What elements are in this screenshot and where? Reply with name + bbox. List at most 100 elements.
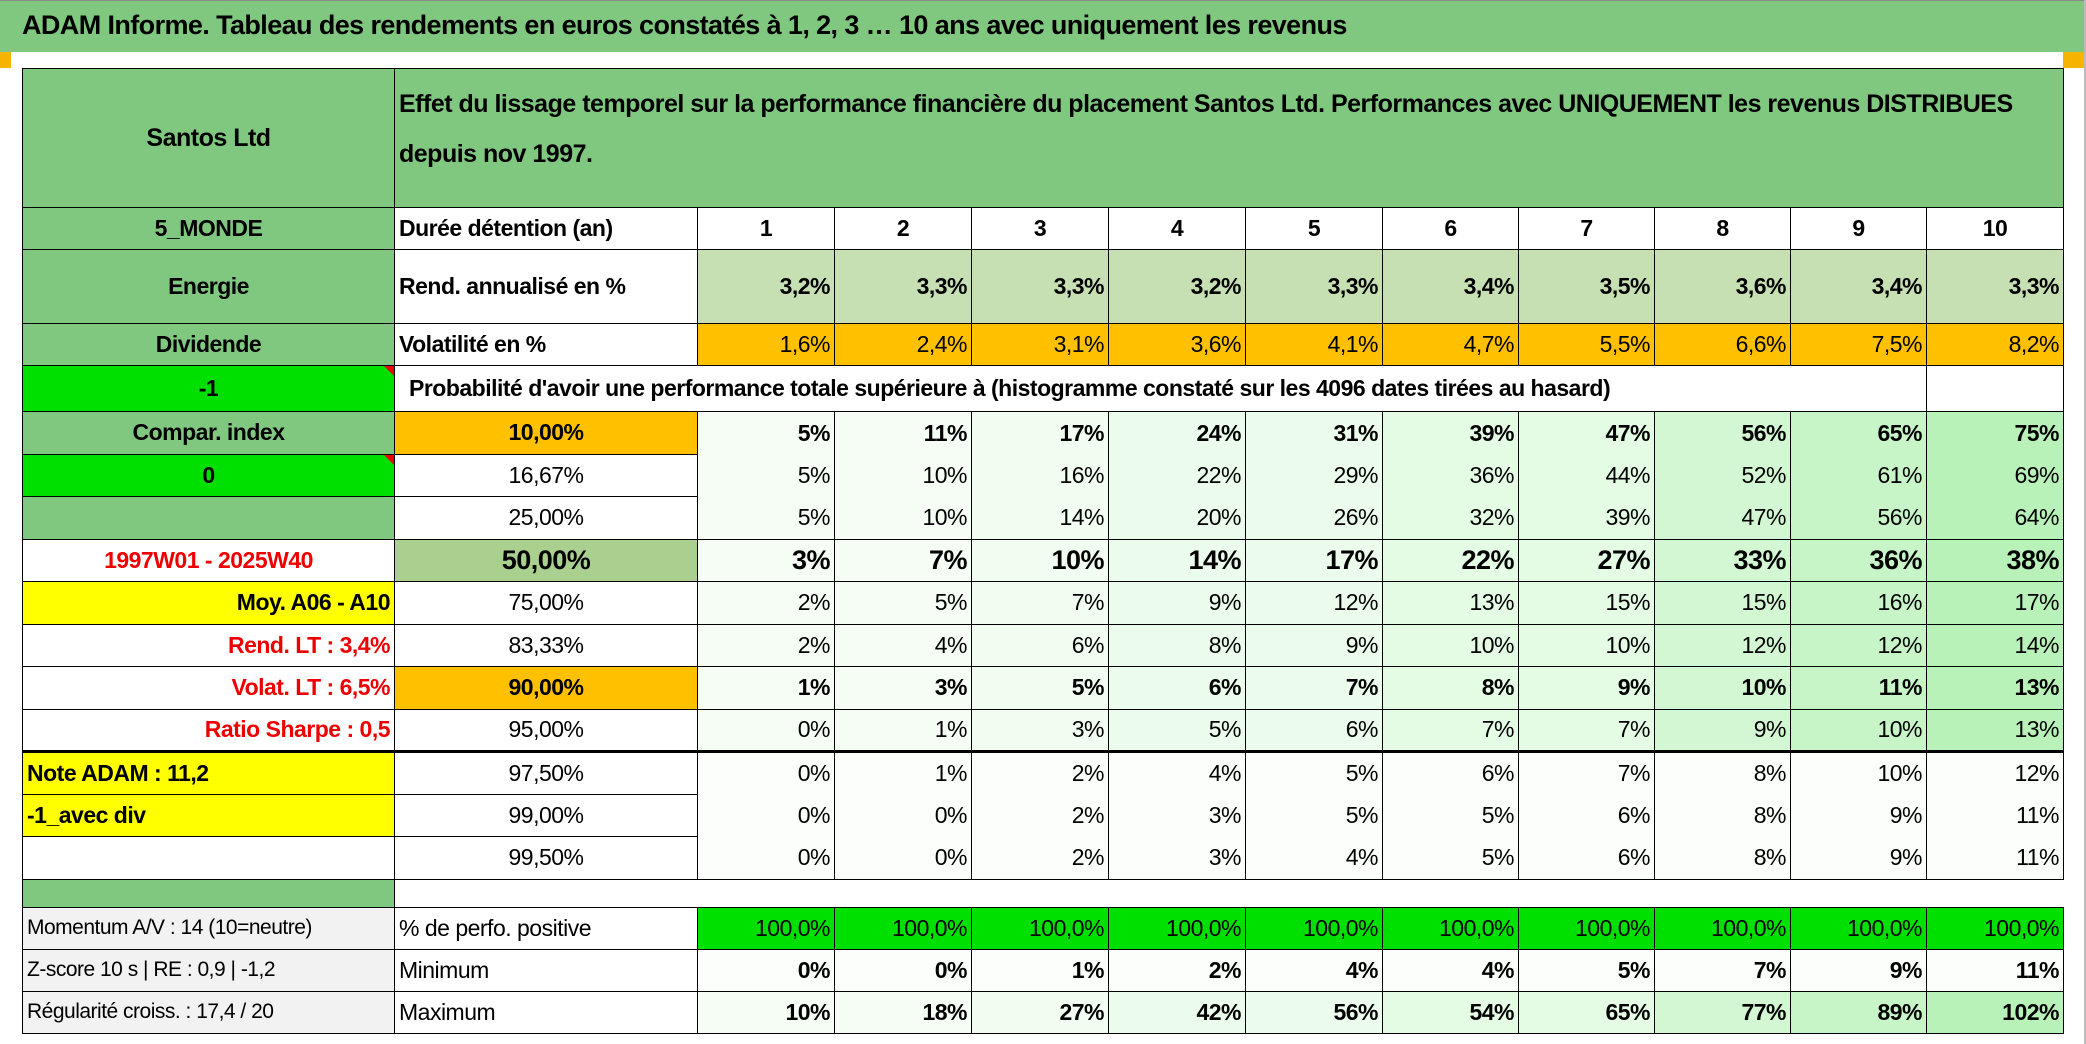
probability-label: Probabilité d'avoir une performance tota… bbox=[394, 365, 1791, 412]
probability-value: 2% bbox=[971, 794, 1109, 837]
threshold-value: 99,00% bbox=[394, 793, 698, 837]
sector-label[interactable]: Energie bbox=[22, 249, 395, 324]
probability-value: 8% bbox=[1654, 836, 1791, 879]
summary-value: 100,0% bbox=[1926, 906, 2064, 950]
probability-value: 5% bbox=[1382, 794, 1519, 837]
spacer-cell bbox=[22, 878, 395, 908]
threshold-value: 25,00% bbox=[394, 496, 698, 540]
volatility-value: 8,2% bbox=[1926, 323, 2064, 366]
probability-row: -1_avec div 99,00% 0% 0% 2% 3% 5% 5% 6% 8% 9% 11% bbox=[22, 793, 2064, 837]
duration-row: 5_MONDE Durée détention (an) 1 2 3 4 5 6… bbox=[22, 207, 2064, 250]
probability-value: 11% bbox=[834, 411, 972, 454]
summary-value: 54% bbox=[1382, 990, 1519, 1034]
side-info-cell: Volat. LT : 6,5% bbox=[22, 666, 395, 710]
probability-value: 8% bbox=[1382, 666, 1519, 710]
probability-value: 32% bbox=[1382, 496, 1519, 540]
probability-value: 1% bbox=[834, 709, 972, 753]
probability-value: 47% bbox=[1654, 496, 1791, 540]
probability-value: 4% bbox=[1245, 836, 1383, 879]
year-2: 2 bbox=[834, 207, 972, 250]
empty-cell bbox=[1926, 365, 2064, 412]
probability-value: 0% bbox=[834, 794, 972, 837]
probability-value: 10% bbox=[1382, 624, 1519, 667]
return-value: 3,2% bbox=[1108, 249, 1246, 324]
summary-value: 11% bbox=[1926, 948, 2064, 992]
summary-label: % de perfo. positive bbox=[394, 906, 698, 950]
summary-value: 5% bbox=[1518, 948, 1655, 992]
probability-value: 20% bbox=[1108, 496, 1246, 540]
window-border bbox=[2084, 0, 2086, 1044]
probability-value: 56% bbox=[1654, 411, 1791, 454]
probability-value: 26% bbox=[1245, 496, 1383, 540]
summary-value: 0% bbox=[697, 948, 835, 992]
probability-value: 5% bbox=[697, 496, 835, 540]
probability-row: 25,00% 5% 10% 14% 20% 26% 32% 39% 47% 56% 64% bbox=[22, 496, 2064, 540]
volatility-value: 7,5% bbox=[1790, 323, 1927, 366]
return-value: 3,3% bbox=[1926, 249, 2064, 324]
side-info-cell: 1997W01 - 2025W40 bbox=[22, 538, 395, 582]
volatility-value: 6,6% bbox=[1654, 323, 1791, 366]
return-value: 3,3% bbox=[834, 249, 972, 324]
year-4: 4 bbox=[1108, 207, 1246, 250]
volatility-value: 4,1% bbox=[1245, 323, 1383, 366]
type-label[interactable]: Dividende bbox=[22, 323, 395, 366]
probability-value: 36% bbox=[1382, 454, 1519, 497]
return-value: 3,3% bbox=[971, 249, 1109, 324]
summary-value: 0% bbox=[834, 948, 972, 992]
volatility-label: Volatilité en % bbox=[394, 323, 698, 366]
threshold-value: 97,50% bbox=[394, 751, 698, 795]
year-3: 3 bbox=[971, 207, 1109, 250]
variant-selector[interactable]: -1 bbox=[22, 365, 395, 412]
side-info-cell[interactable] bbox=[22, 496, 395, 540]
probability-value: 6% bbox=[1245, 709, 1383, 753]
probability-value: 3% bbox=[834, 666, 972, 710]
probability-value: 39% bbox=[1382, 411, 1519, 454]
probability-value: 0% bbox=[697, 751, 835, 794]
summary-label: Minimum bbox=[394, 948, 698, 992]
summary-value: 77% bbox=[1654, 990, 1791, 1034]
probability-value: 5% bbox=[834, 581, 972, 625]
side-info-cell: Rend. LT : 3,4% bbox=[22, 624, 395, 667]
return-value: 3,3% bbox=[1245, 249, 1383, 324]
probability-value: 11% bbox=[1926, 794, 2064, 837]
volatility-value: 1,6% bbox=[697, 323, 835, 366]
spacer-row bbox=[22, 878, 2064, 908]
asset-name[interactable]: Santos Ltd bbox=[22, 68, 395, 208]
summary-value: 100,0% bbox=[1518, 906, 1655, 950]
side-info-cell[interactable]: 0 bbox=[22, 453, 395, 497]
summary-value: 100,0% bbox=[1654, 906, 1791, 950]
probability-value: 3% bbox=[697, 539, 835, 582]
summary-row: Momentum A/V : 14 (10=neutre)% de perfo.… bbox=[22, 906, 2064, 950]
probability-value: 14% bbox=[971, 496, 1109, 540]
probability-value: 5% bbox=[1245, 794, 1383, 837]
probability-header-row: -1 Probabilité d'avoir une performance t… bbox=[22, 365, 2064, 412]
region-label[interactable]: 5_MONDE bbox=[22, 207, 395, 250]
summary-row: Z-score 10 s | RE : 0,9 | -1,2 Minimum 0% 0… bbox=[22, 948, 2064, 992]
year-5: 5 bbox=[1245, 207, 1383, 250]
summary-value: 100,0% bbox=[697, 906, 835, 950]
side-info-cell[interactable]: Compar. index bbox=[22, 411, 395, 455]
probability-value: 5% bbox=[697, 411, 835, 454]
side-info-cell: Moy. A06 - A10 bbox=[22, 581, 395, 625]
probability-value: 0% bbox=[697, 794, 835, 837]
summary-value: 65% bbox=[1518, 990, 1655, 1034]
probability-value: 7% bbox=[1245, 666, 1383, 710]
volatility-value: 5,5% bbox=[1518, 323, 1655, 366]
summary-value: 102% bbox=[1926, 990, 2064, 1034]
side-info-cell: Note ADAM : 11,2 bbox=[22, 751, 395, 795]
summary-info: Z-score 10 s | RE : 0,9 | -1,2 bbox=[22, 948, 395, 992]
probability-value: 44% bbox=[1518, 454, 1655, 497]
probability-value: 5% bbox=[1245, 751, 1383, 794]
probability-value: 12% bbox=[1245, 581, 1383, 625]
volatility-value: 3,1% bbox=[971, 323, 1109, 366]
probability-value: 0% bbox=[697, 836, 835, 879]
side-info-cell: -1_avec div bbox=[22, 793, 395, 837]
threshold-value: 95,00% bbox=[394, 708, 698, 753]
probability-value: 61% bbox=[1790, 454, 1927, 497]
return-value: 3,5% bbox=[1518, 249, 1655, 324]
probability-row: 0 16,67% 5% 10% 16% 22% 29% 36% 44% 52% 61% 69% bbox=[22, 453, 2064, 497]
probability-value: 27% bbox=[1518, 539, 1655, 582]
probability-value: 38% bbox=[1926, 539, 2064, 582]
probability-value: 16% bbox=[1790, 581, 1927, 625]
probability-value: 9% bbox=[1790, 794, 1927, 837]
